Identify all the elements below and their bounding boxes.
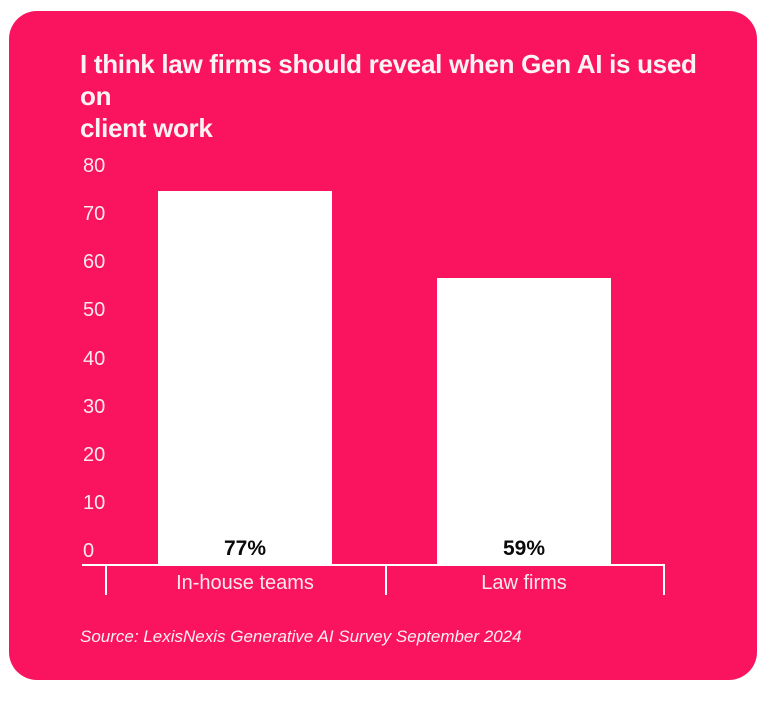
x-axis-tick-1 [385, 566, 387, 595]
chart-card: I think law firms should reveal when Gen… [9, 11, 757, 680]
source-note: Source: LexisNexis Generative AI Survey … [80, 627, 522, 646]
bar-law-firms: 59% [437, 278, 611, 565]
y-tick-label-30: 30 [83, 395, 106, 418]
chart-title: I think law firms should reveal when Gen… [80, 48, 730, 144]
value-label-in-house-teams: 77% [223, 537, 267, 560]
y-tick-label-60: 60 [83, 251, 106, 274]
x-axis-line [82, 564, 665, 566]
chart-title-line2: client work [80, 113, 213, 143]
y-tick-label-20: 20 [83, 443, 106, 466]
chart-title-line1: I think law firms should reveal when Gen… [80, 49, 697, 111]
y-tick-label-0: 0 [83, 540, 95, 562]
x-category-label-in-house-teams: In-house teams [176, 572, 314, 594]
x-category-label-law-firms: Law firms [481, 572, 567, 594]
y-tick-label-10: 10 [83, 491, 106, 514]
x-axis-tick-2 [663, 566, 665, 595]
bar-chart: 80 70 60 50 40 30 20 10 0 77% 59% In-house teams L… [9, 11, 757, 680]
x-axis-tick-0 [105, 566, 107, 595]
bar-in-house-teams: 77% [158, 191, 332, 565]
value-label-law-firms: 59% [502, 537, 546, 560]
y-tick-label-80: 80 [83, 155, 106, 177]
y-tick-label-40: 40 [83, 347, 106, 370]
y-tick-label-70: 70 [83, 203, 106, 226]
y-tick-label-50: 50 [83, 299, 106, 322]
